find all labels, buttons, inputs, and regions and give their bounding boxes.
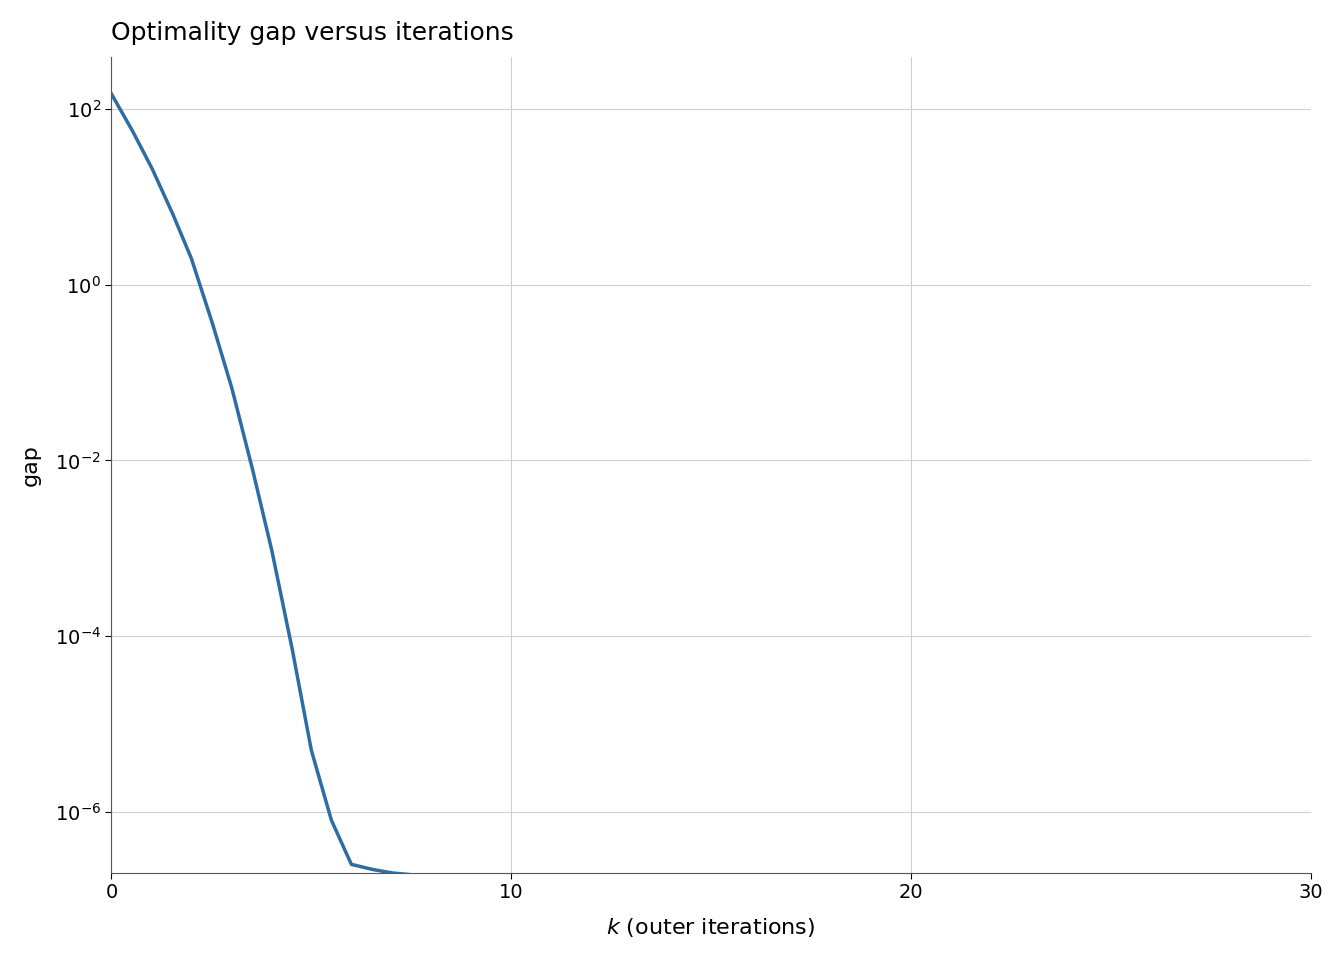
- Y-axis label: gap: gap: [22, 444, 40, 486]
- X-axis label: $k$ (outer iterations): $k$ (outer iterations): [606, 916, 816, 939]
- Text: Optimality gap versus iterations: Optimality gap versus iterations: [112, 21, 515, 45]
